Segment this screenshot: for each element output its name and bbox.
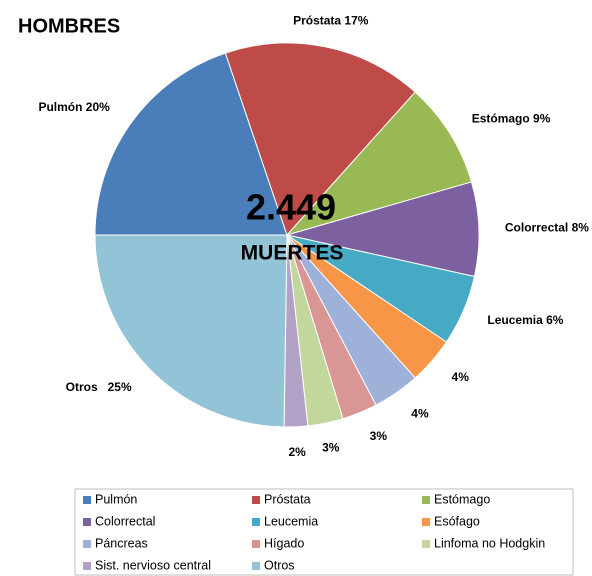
- pie-slice: [285, 91, 473, 236]
- legend-swatch: [83, 540, 91, 548]
- pie-slice: [224, 42, 416, 236]
- legend-label: Hígado: [264, 536, 304, 550]
- legend-label: Leucemia: [264, 514, 318, 528]
- data-label: 3%: [322, 441, 340, 455]
- legend-swatch: [252, 518, 260, 526]
- legend-label: Otros: [264, 558, 295, 572]
- legend-label: Esófago: [434, 514, 480, 528]
- data-label: Leucemia 6%: [487, 313, 563, 327]
- legend-label: Pulmón: [95, 492, 137, 506]
- legend-label: Linfoma no Hodgkin: [434, 536, 545, 550]
- legend-swatch: [83, 496, 91, 504]
- data-label: 2%: [288, 445, 306, 459]
- legend-swatch: [83, 518, 91, 526]
- legend-swatch: [252, 496, 260, 504]
- data-label: 4%: [411, 406, 429, 420]
- legend-swatch: [422, 540, 430, 548]
- legend-label: Próstata: [264, 492, 311, 506]
- legend-label: Estómago: [434, 492, 490, 506]
- legend-swatch: [83, 562, 91, 570]
- legend-swatch: [422, 496, 430, 504]
- legend-label: Páncreas: [95, 536, 148, 550]
- pie-slice: [286, 181, 480, 278]
- legend-swatch: [252, 562, 260, 570]
- legend-label: Sist. nervioso central: [95, 558, 211, 572]
- data-label: Próstata 17%: [293, 14, 369, 28]
- data-label: 3%: [370, 429, 388, 443]
- data-label: Otros 25%: [66, 380, 132, 394]
- chart-title: HOMBRES: [18, 15, 120, 37]
- data-label: Colorrectal 8%: [505, 220, 589, 234]
- legend-label: Colorrectal: [95, 514, 155, 528]
- pie: [94, 42, 480, 428]
- legend-swatch: [422, 518, 430, 526]
- pie-slice: [94, 234, 288, 428]
- data-label: 4%: [452, 370, 470, 384]
- legend-box: [74, 488, 574, 576]
- data-label: Estómago 9%: [472, 111, 551, 125]
- legend-swatch: [252, 540, 260, 548]
- center-number: 2.449: [246, 187, 336, 228]
- pie-slice: [94, 52, 288, 236]
- data-label: Pulmón 20%: [38, 100, 110, 114]
- center-caption: MUERTES: [241, 242, 344, 265]
